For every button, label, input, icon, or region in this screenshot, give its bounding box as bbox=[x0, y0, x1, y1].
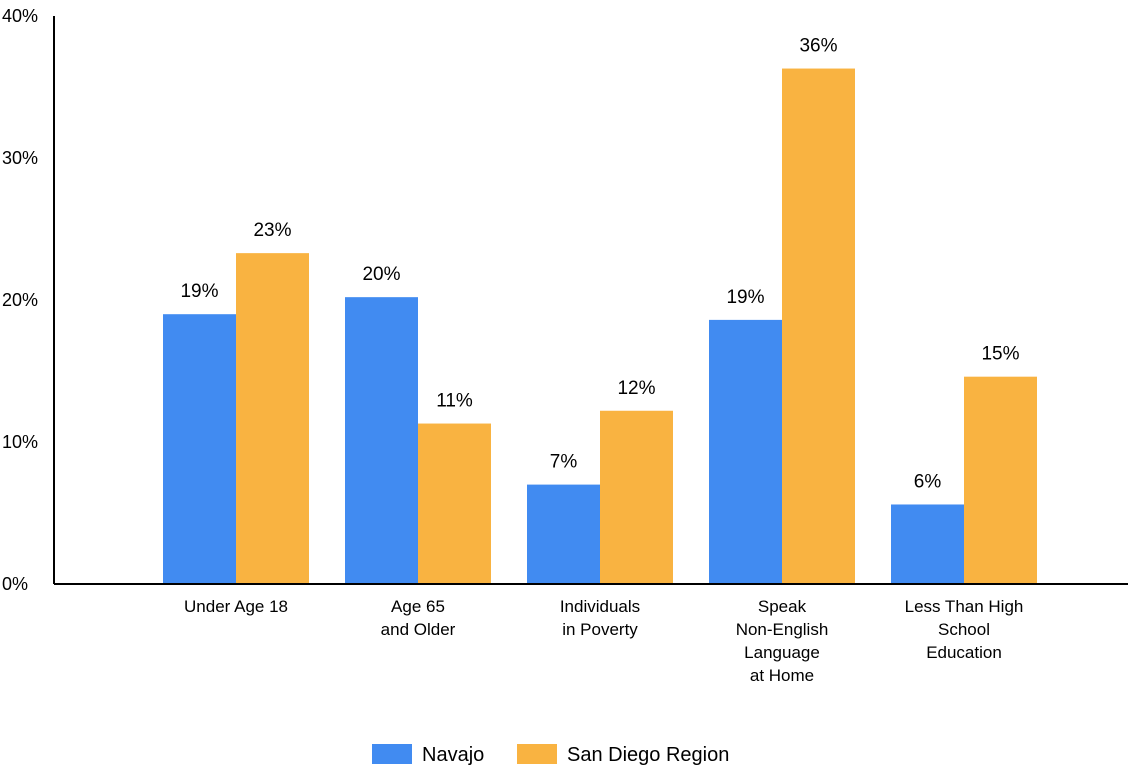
x-category-label-line: Education bbox=[926, 643, 1002, 662]
y-tick-label: 30% bbox=[2, 148, 38, 168]
x-category-label-line: Under Age 18 bbox=[184, 597, 288, 616]
bar-navajo bbox=[891, 504, 964, 584]
x-category-label: Age 65 and Older bbox=[381, 597, 456, 639]
x-category-label: Less Than High School Education bbox=[905, 597, 1024, 662]
bar-navajo bbox=[527, 484, 600, 584]
y-tick-label: 40% bbox=[2, 6, 38, 26]
x-category-label-line: Individuals bbox=[560, 597, 640, 616]
y-tick-label: 20% bbox=[2, 290, 38, 310]
legend: Navajo San Diego Region bbox=[372, 744, 729, 766]
y-tick-labels-group: 0% 10% 20% 30% 40% bbox=[2, 6, 38, 594]
data-label: 19% bbox=[726, 287, 764, 308]
y-tick-label: 0% bbox=[2, 574, 28, 594]
x-category-label-line: at Home bbox=[750, 666, 814, 685]
x-category-label-line: Non-English bbox=[736, 620, 829, 639]
x-category-label: Speak Non-English Language at Home bbox=[736, 597, 829, 685]
x-category-label-line: and Older bbox=[381, 620, 456, 639]
x-category-label-line: School bbox=[938, 620, 990, 639]
legend-label: Navajo bbox=[422, 744, 484, 766]
bar-san-diego-region bbox=[418, 423, 491, 584]
data-label: 19% bbox=[180, 281, 218, 302]
bar-navajo bbox=[163, 314, 236, 584]
x-category-label-line: Speak bbox=[758, 597, 807, 616]
data-label: 20% bbox=[362, 264, 400, 285]
x-category-labels-group: Under Age 18 Age 65 and Older Individuals in… bbox=[184, 597, 1023, 685]
bar-san-diego-region bbox=[236, 253, 309, 584]
bar-navajo bbox=[345, 297, 418, 584]
legend-swatch bbox=[517, 744, 557, 764]
x-category-label: Individuals in Poverty bbox=[560, 597, 640, 639]
data-label: 11% bbox=[436, 391, 473, 412]
axes-group bbox=[53, 16, 1128, 585]
data-label: 12% bbox=[617, 378, 655, 399]
x-category-label-line: Age 65 bbox=[391, 597, 445, 616]
x-category-label-line: Less Than High bbox=[905, 597, 1024, 616]
bar-san-diego-region bbox=[964, 376, 1037, 584]
bars-group bbox=[163, 68, 1037, 585]
data-label: 6% bbox=[914, 471, 942, 492]
data-labels-group: 19% 20% 7% 19% 6% 23% 11% 12% 36% 15% bbox=[180, 36, 1019, 493]
data-label: 7% bbox=[550, 452, 578, 473]
bar-navajo bbox=[709, 319, 782, 584]
bar-san-diego-region bbox=[782, 68, 855, 585]
legend-swatch bbox=[372, 744, 412, 764]
bar-san-diego-region bbox=[600, 410, 673, 584]
legend-label: San Diego Region bbox=[567, 744, 729, 766]
x-category-label: Under Age 18 bbox=[184, 597, 288, 616]
y-tick-label: 10% bbox=[2, 432, 38, 452]
data-label: 23% bbox=[253, 220, 291, 241]
x-category-label-line: in Poverty bbox=[562, 620, 638, 639]
x-category-label-line: Language bbox=[744, 643, 820, 662]
data-label: 36% bbox=[799, 36, 837, 57]
data-label: 15% bbox=[981, 344, 1019, 365]
